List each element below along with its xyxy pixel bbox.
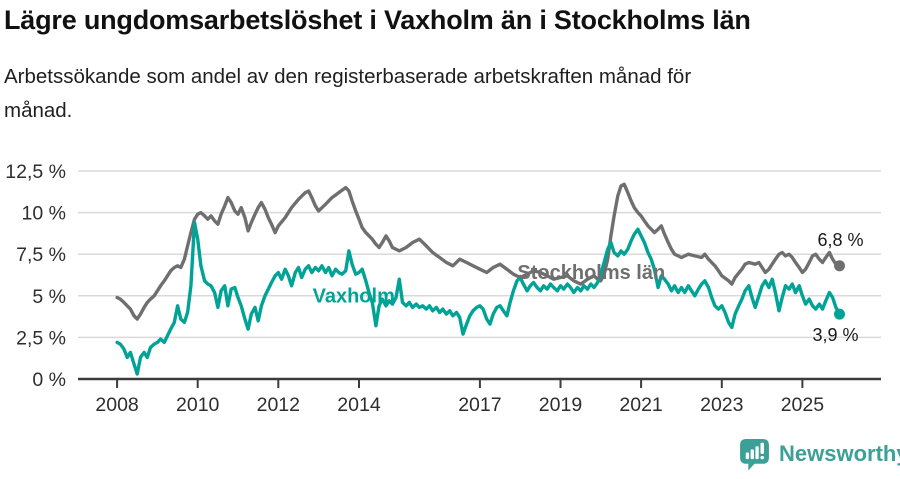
series-label-stockholms-l-n: Stockholms län — [517, 262, 665, 284]
y-tick-label: 2,5 % — [16, 327, 66, 349]
y-tick-label: 0 % — [32, 369, 66, 391]
subtitle-line-1: Arbetssökande som andel av den registerb… — [4, 65, 692, 88]
series-end-dot — [834, 308, 845, 320]
x-tick-label: 2010 — [176, 394, 220, 416]
x-tick-label: 2021 — [619, 394, 662, 416]
x-tick-label: 2025 — [781, 394, 825, 416]
y-tick-label: 12,5 % — [5, 161, 66, 183]
series-line-vaxholm — [115, 220, 842, 376]
chart-subtitle: Arbetssökande som andel av den registerb… — [4, 60, 864, 128]
x-tick-label: 2019 — [539, 394, 582, 416]
newsworthy-branding: Newsworthy — [738, 436, 900, 472]
series-end-dot — [834, 260, 845, 272]
series-line-stockholms-l-n — [115, 182, 842, 321]
y-tick-label: 7,5 % — [16, 244, 66, 266]
subtitle-line-2: månad. — [4, 99, 73, 122]
y-tick-label: 5 % — [32, 286, 66, 308]
y-tick-label: 10 % — [22, 203, 66, 225]
x-tick-label: 2017 — [458, 394, 501, 416]
x-tick-label: 2012 — [257, 394, 300, 416]
x-tick-label: 2023 — [700, 394, 743, 416]
x-tick-label: 2014 — [337, 394, 381, 416]
series-end-label: 6,8 % — [818, 230, 864, 250]
newsworthy-brand-text: Newsworthy — [779, 441, 900, 466]
series-end-label: 3,9 % — [813, 325, 859, 345]
newsworthy-logo-icon — [740, 439, 769, 471]
page-title: Lägre ungdomsarbetslöshet i Vaxholm än i… — [4, 5, 751, 35]
series-label-vaxholm: Vaxholm — [313, 285, 395, 307]
x-tick-label: 2008 — [95, 394, 138, 416]
